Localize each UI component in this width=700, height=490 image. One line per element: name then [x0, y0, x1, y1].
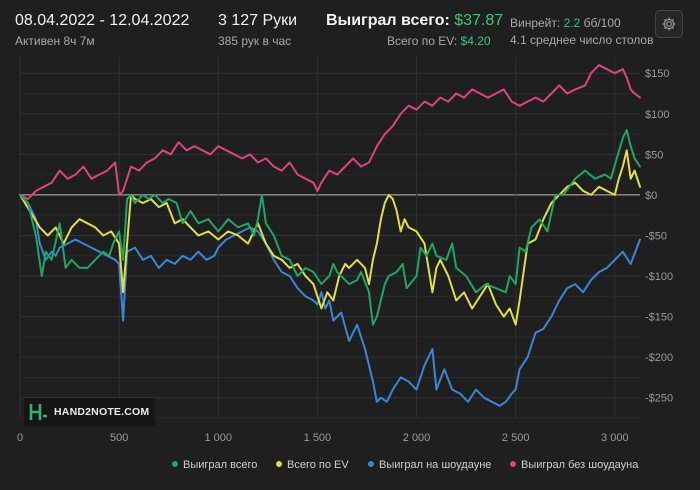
hands-count: 3 127 Руки [218, 12, 298, 29]
hands-per-hour: 385 рук в час [218, 34, 292, 48]
x-tick-label: 500 [110, 432, 128, 444]
y-tick-label: -$200 [645, 352, 673, 364]
legend-dot-ev [276, 461, 282, 467]
y-tick-label: $150 [645, 68, 669, 80]
won-total-value: $37.87 [454, 12, 504, 29]
legend-dot-showdown [368, 461, 374, 467]
series-line-0 [19, 129, 641, 326]
won-total: Выиграл всего: $37.87 [326, 12, 503, 30]
grid [19, 57, 640, 419]
series-line-2 [19, 193, 641, 407]
legend-item-non-showdown[interactable]: Выиграл без шоудауна [510, 459, 638, 471]
legend-item-showdown[interactable]: Выиграл на шоудауне [368, 459, 491, 471]
winrate-value: 2.2 [563, 16, 581, 30]
active-time: Активен 8ч 7м [15, 34, 95, 48]
winrate-label: Винрейт: [510, 16, 561, 30]
winrate: Винрейт: 2.2 бб/100 [510, 16, 621, 30]
won-total-label: Выиграл всего: [326, 12, 450, 29]
y-tick-label: $50 [645, 149, 663, 161]
winrate-unit: бб/100 [583, 16, 621, 30]
legend-item-won-total[interactable]: Выиграл всего [172, 459, 257, 471]
legend-label-showdown: Выиграл на шоудауне [379, 459, 492, 471]
tables-average: 4.1 среднее число столов [510, 33, 654, 47]
series-line-3 [19, 64, 641, 200]
x-tick-label: 2 500 [502, 432, 530, 444]
logo-text: HAND2NOTE.COM [54, 406, 150, 418]
x-tick-label: 2 000 [403, 432, 431, 444]
y-axis-ticks: $150 $100 $50 $0 -$50 -$100 -$150 -$200 -$250 [645, 68, 673, 404]
legend-label-non-showdown: Выиграл без шоудауна [521, 459, 639, 471]
series-line-1 [19, 149, 641, 326]
ev-total: Всего по EV: $4.20 [387, 34, 491, 48]
y-tick-label: -$50 [645, 230, 667, 242]
ev-label: Всего по EV: [387, 34, 458, 48]
legend-label-ev: Всего по EV [287, 459, 349, 471]
y-tick-label: $100 [645, 109, 669, 121]
series-lines [19, 64, 641, 407]
x-tick-label: 1 000 [205, 432, 233, 444]
x-axis-ticks: 0 500 1 000 1 500 2 000 2 500 3 000 [17, 432, 629, 444]
settings-button[interactable] [655, 10, 683, 38]
legend-dot-won-total [172, 461, 178, 467]
legend-dot-non-showdown [510, 461, 516, 467]
legend-label-won-total: Выиграл всего [183, 459, 258, 471]
legend-item-ev[interactable]: Всего по EV [276, 459, 349, 471]
y-tick-label: -$250 [645, 393, 673, 405]
hand2note-logo-icon [29, 404, 47, 420]
date-range: 08.04.2022 - 12.04.2022 [15, 12, 190, 29]
y-tick-label: -$100 [645, 271, 673, 283]
y-tick-label: -$150 [645, 312, 673, 324]
gear-icon [662, 17, 676, 31]
y-tick-label: $0 [645, 190, 657, 202]
x-tick-label: 1 500 [304, 432, 332, 444]
x-tick-label: 0 [17, 432, 23, 444]
ev-value: $4.20 [460, 34, 491, 48]
x-tick-label: 3 000 [601, 432, 629, 444]
hand2note-logo: HAND2NOTE.COM [24, 398, 156, 426]
